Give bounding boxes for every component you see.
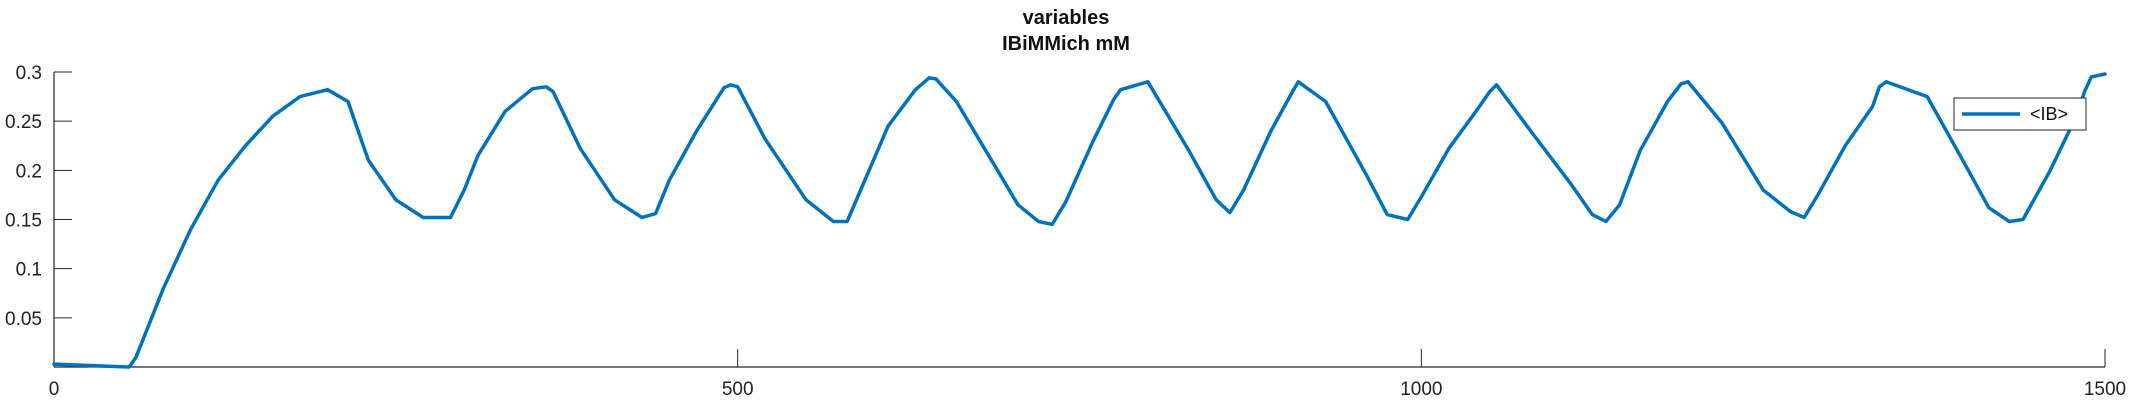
plot-area xyxy=(52,72,2107,369)
y-tick-label: 0.3 xyxy=(16,63,42,84)
x-tick-label: 1500 xyxy=(2084,379,2126,400)
x-tick-label: 500 xyxy=(722,379,754,400)
series-line-IB xyxy=(52,72,2107,369)
chart-subtitle: IBiMMich mM xyxy=(1002,33,1130,55)
x-tick-label: 1000 xyxy=(1400,379,1442,400)
y-tick-label: 0.1 xyxy=(16,260,42,281)
chart-title: variables xyxy=(1023,7,1110,29)
legend: <IB> xyxy=(1953,97,2087,131)
y-tick-label: 0.2 xyxy=(16,161,42,182)
y-tick-label: 0.15 xyxy=(5,211,42,232)
legend-label: <IB> xyxy=(2030,104,2068,124)
y-tick-label: 0.05 xyxy=(5,309,42,330)
x-ticks: 0 500 1000 1500 xyxy=(49,349,2126,400)
y-ticks: 0.05 0.1 0.15 0.2 0.25 0.3 xyxy=(5,63,72,330)
x-tick-label: 0 xyxy=(49,379,60,400)
y-tick-label: 0.25 xyxy=(5,112,42,133)
